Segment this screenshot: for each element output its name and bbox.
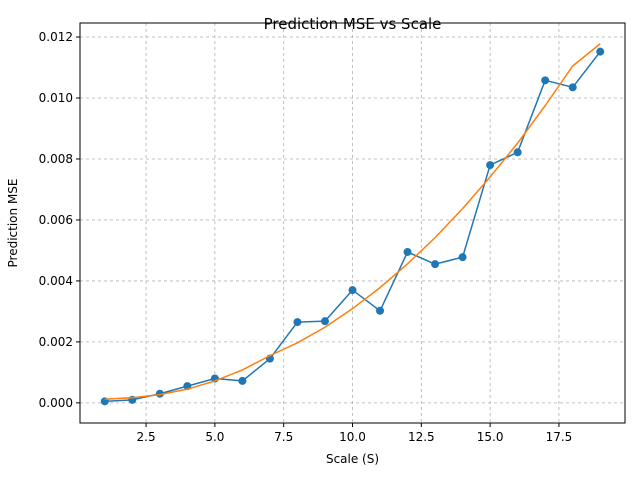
series-0-point — [293, 318, 302, 327]
x-tick-label: 15.0 — [477, 430, 504, 444]
series-0-point — [348, 286, 357, 295]
y-tick-label: 0.010 — [39, 91, 73, 105]
series-0-point — [403, 247, 412, 256]
x-tick-label: 2.5 — [137, 430, 156, 444]
series-0-point — [513, 148, 522, 157]
y-tick-label: 0.002 — [39, 335, 73, 349]
series-0-point — [155, 389, 164, 398]
series-0-point — [568, 83, 577, 92]
series-layer — [100, 43, 605, 406]
y-tick-label: 0.008 — [39, 152, 73, 166]
series-0-point — [486, 161, 495, 170]
y-axis-label: Prediction MSE — [6, 179, 20, 268]
series-1-line — [104, 43, 601, 400]
y-tick-label: 0.000 — [39, 396, 73, 410]
x-axis: 2.5 5.0 7.5 10.0 12.5 15.0 17.5 — [137, 423, 573, 444]
series-0-point — [320, 317, 329, 326]
y-tick-label: 0.006 — [39, 213, 73, 227]
x-tick-label: 12.5 — [408, 430, 435, 444]
grid — [80, 23, 625, 423]
chart-title: Prediction MSE vs Scale — [264, 15, 442, 33]
series-0-point — [541, 76, 550, 85]
y-axis: 0.000 0.002 0.004 0.006 0.008 0.010 0.012 — [39, 30, 80, 410]
series-0-point — [596, 47, 605, 56]
x-tick-label: 5.0 — [205, 430, 224, 444]
series-0-point — [458, 253, 467, 262]
x-tick-label: 17.5 — [546, 430, 573, 444]
series-0-point — [431, 260, 440, 269]
x-tick-label: 10.0 — [339, 430, 366, 444]
series-0-point — [376, 306, 385, 315]
series-0-point — [238, 376, 247, 385]
x-axis-label: Scale (S) — [326, 452, 379, 466]
y-tick-label: 0.004 — [39, 274, 73, 288]
x-tick-label: 7.5 — [274, 430, 293, 444]
y-tick-label: 0.012 — [39, 30, 73, 44]
